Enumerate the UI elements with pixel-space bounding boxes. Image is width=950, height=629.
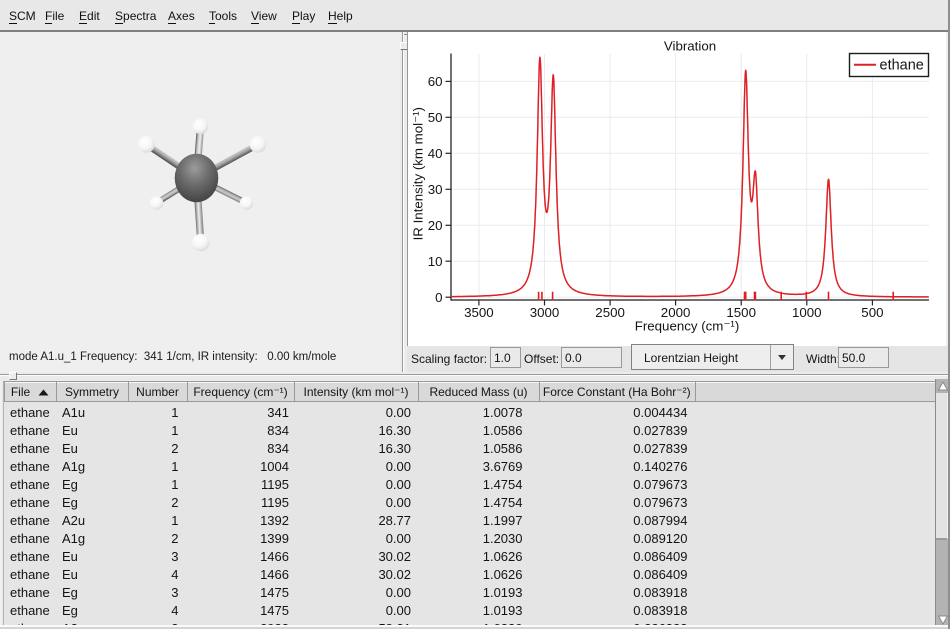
svg-text:10: 10: [428, 254, 443, 269]
svg-text:40: 40: [428, 146, 443, 161]
svg-text:50: 50: [428, 110, 443, 125]
svg-text:IR Intensity (km mol⁻¹): IR Intensity (km mol⁻¹): [411, 107, 426, 240]
svg-text:30: 30: [428, 182, 443, 197]
svg-text:2000: 2000: [661, 305, 691, 320]
svg-text:3500: 3500: [464, 305, 494, 320]
svg-text:0: 0: [435, 290, 442, 305]
svg-text:3000: 3000: [530, 305, 560, 320]
svg-text:ethane: ethane: [880, 57, 924, 73]
svg-text:20: 20: [428, 218, 443, 233]
svg-text:60: 60: [428, 74, 443, 89]
svg-text:1000: 1000: [792, 305, 822, 320]
svg-text:500: 500: [861, 305, 883, 320]
svg-text:Vibration: Vibration: [664, 39, 716, 54]
svg-text:2500: 2500: [595, 305, 625, 320]
svg-text:1500: 1500: [726, 305, 756, 320]
svg-text:Frequency (cm⁻¹): Frequency (cm⁻¹): [635, 319, 740, 334]
